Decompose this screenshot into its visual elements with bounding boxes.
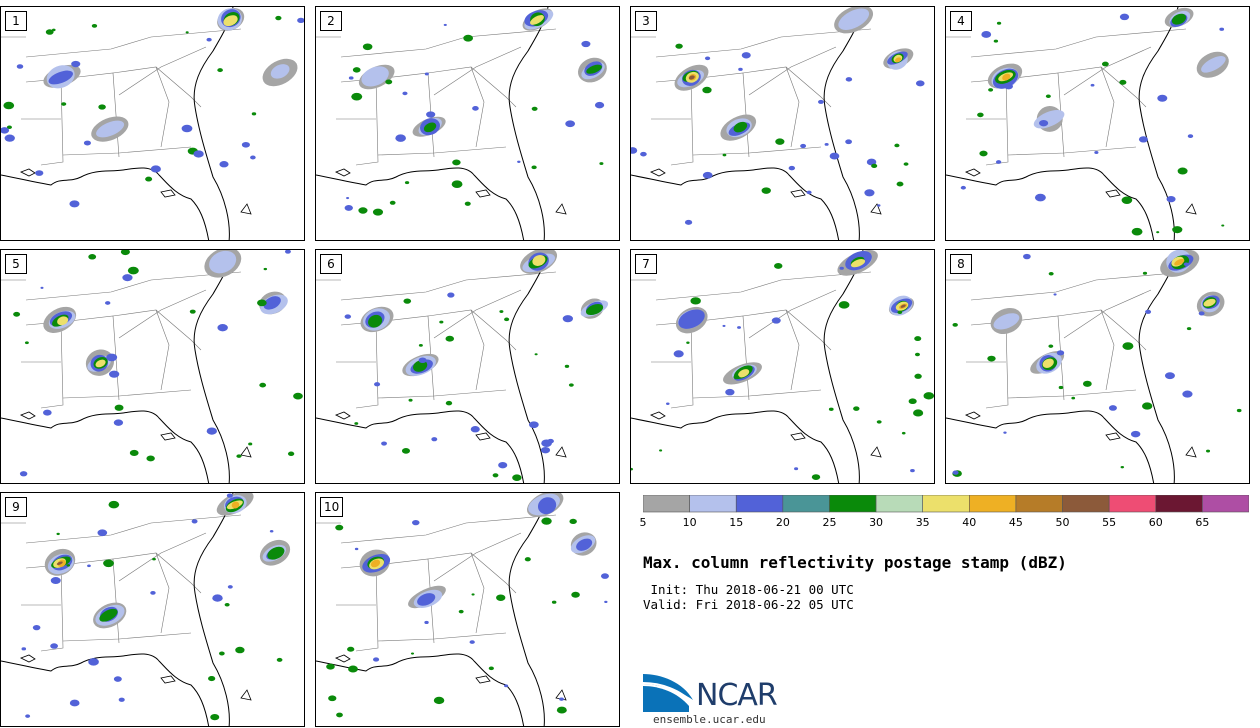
member-panel: 7 bbox=[630, 249, 935, 484]
colorbar-segment bbox=[1015, 495, 1063, 513]
reflectivity-map bbox=[946, 250, 1242, 483]
member-panel: 8 bbox=[945, 249, 1250, 484]
reflectivity-map bbox=[1, 250, 303, 483]
member-panel: 1 bbox=[0, 6, 305, 241]
member-number-label: 4 bbox=[950, 11, 972, 31]
colorbar-segment bbox=[643, 495, 690, 513]
reflectivity-map bbox=[1, 493, 291, 726]
colorbar-segment bbox=[782, 495, 830, 513]
colorbar-segment bbox=[875, 495, 923, 513]
colorbar-tick-label: 20 bbox=[775, 516, 790, 529]
member-number-label: 6 bbox=[320, 254, 342, 274]
reflectivity-map bbox=[1, 7, 304, 240]
figure-title: Max. column reflectivity postage stamp (… bbox=[643, 553, 1067, 572]
colorbar-segment bbox=[735, 495, 784, 513]
colorbar-tick-label: 45 bbox=[1008, 516, 1023, 529]
member-number-label: 7 bbox=[635, 254, 657, 274]
reflectivity-map bbox=[316, 493, 609, 726]
colorbar bbox=[643, 495, 1249, 513]
colorbar-segment bbox=[1202, 495, 1249, 513]
reflectivity-map bbox=[631, 250, 934, 483]
member-number-label: 3 bbox=[635, 11, 657, 31]
colorbar-tick-label: 65 bbox=[1195, 516, 1210, 529]
member-panel: 5 bbox=[0, 249, 305, 484]
member-panel: 9 bbox=[0, 492, 305, 727]
member-number-label: 9 bbox=[5, 497, 27, 517]
colorbar-segment bbox=[1062, 495, 1110, 513]
colorbar-segment bbox=[922, 495, 970, 513]
reflectivity-map bbox=[946, 7, 1229, 240]
colorbar-segment bbox=[829, 495, 877, 513]
member-number-label: 8 bbox=[950, 254, 972, 274]
ncar-logo-icon bbox=[643, 674, 693, 712]
colorbar-segment bbox=[1155, 495, 1203, 513]
colorbar-segment bbox=[969, 495, 1017, 513]
colorbar-tick-label: 15 bbox=[729, 516, 744, 529]
colorbar-segment bbox=[1108, 495, 1157, 513]
reflectivity-map bbox=[316, 250, 609, 483]
member-number-label: 2 bbox=[320, 11, 342, 31]
valid-time: Valid: Fri 2018-06-22 05 UTC bbox=[643, 597, 854, 612]
reflectivity-map bbox=[316, 7, 607, 240]
colorbar-tick-label: 40 bbox=[962, 516, 977, 529]
ncar-logo-text: NCAR bbox=[696, 678, 778, 713]
colorbar-tick-label: 30 bbox=[869, 516, 884, 529]
member-number-label: 10 bbox=[320, 497, 344, 517]
member-panel: 2 bbox=[315, 6, 620, 241]
colorbar-tick-label: 5 bbox=[639, 516, 647, 529]
colorbar-segment bbox=[689, 495, 737, 513]
colorbar-tick-label: 10 bbox=[682, 516, 697, 529]
colorbar-tick-label: 55 bbox=[1102, 516, 1117, 529]
member-panel: 10 bbox=[315, 492, 620, 727]
member-number-label: 1 bbox=[5, 11, 27, 31]
member-panel: 3 bbox=[630, 6, 935, 241]
member-number-label: 5 bbox=[5, 254, 27, 274]
colorbar-tick-label: 35 bbox=[915, 516, 930, 529]
colorbar-tick-label: 25 bbox=[822, 516, 837, 529]
init-time: Init: Thu 2018-06-21 00 UTC bbox=[643, 582, 854, 597]
logo-url: ensemble.ucar.edu bbox=[653, 713, 766, 726]
colorbar-tick-label: 60 bbox=[1148, 516, 1163, 529]
reflectivity-map bbox=[631, 7, 925, 240]
member-panel: 4 bbox=[945, 6, 1250, 241]
colorbar-tick-label: 50 bbox=[1055, 516, 1070, 529]
member-panel: 6 bbox=[315, 249, 620, 484]
